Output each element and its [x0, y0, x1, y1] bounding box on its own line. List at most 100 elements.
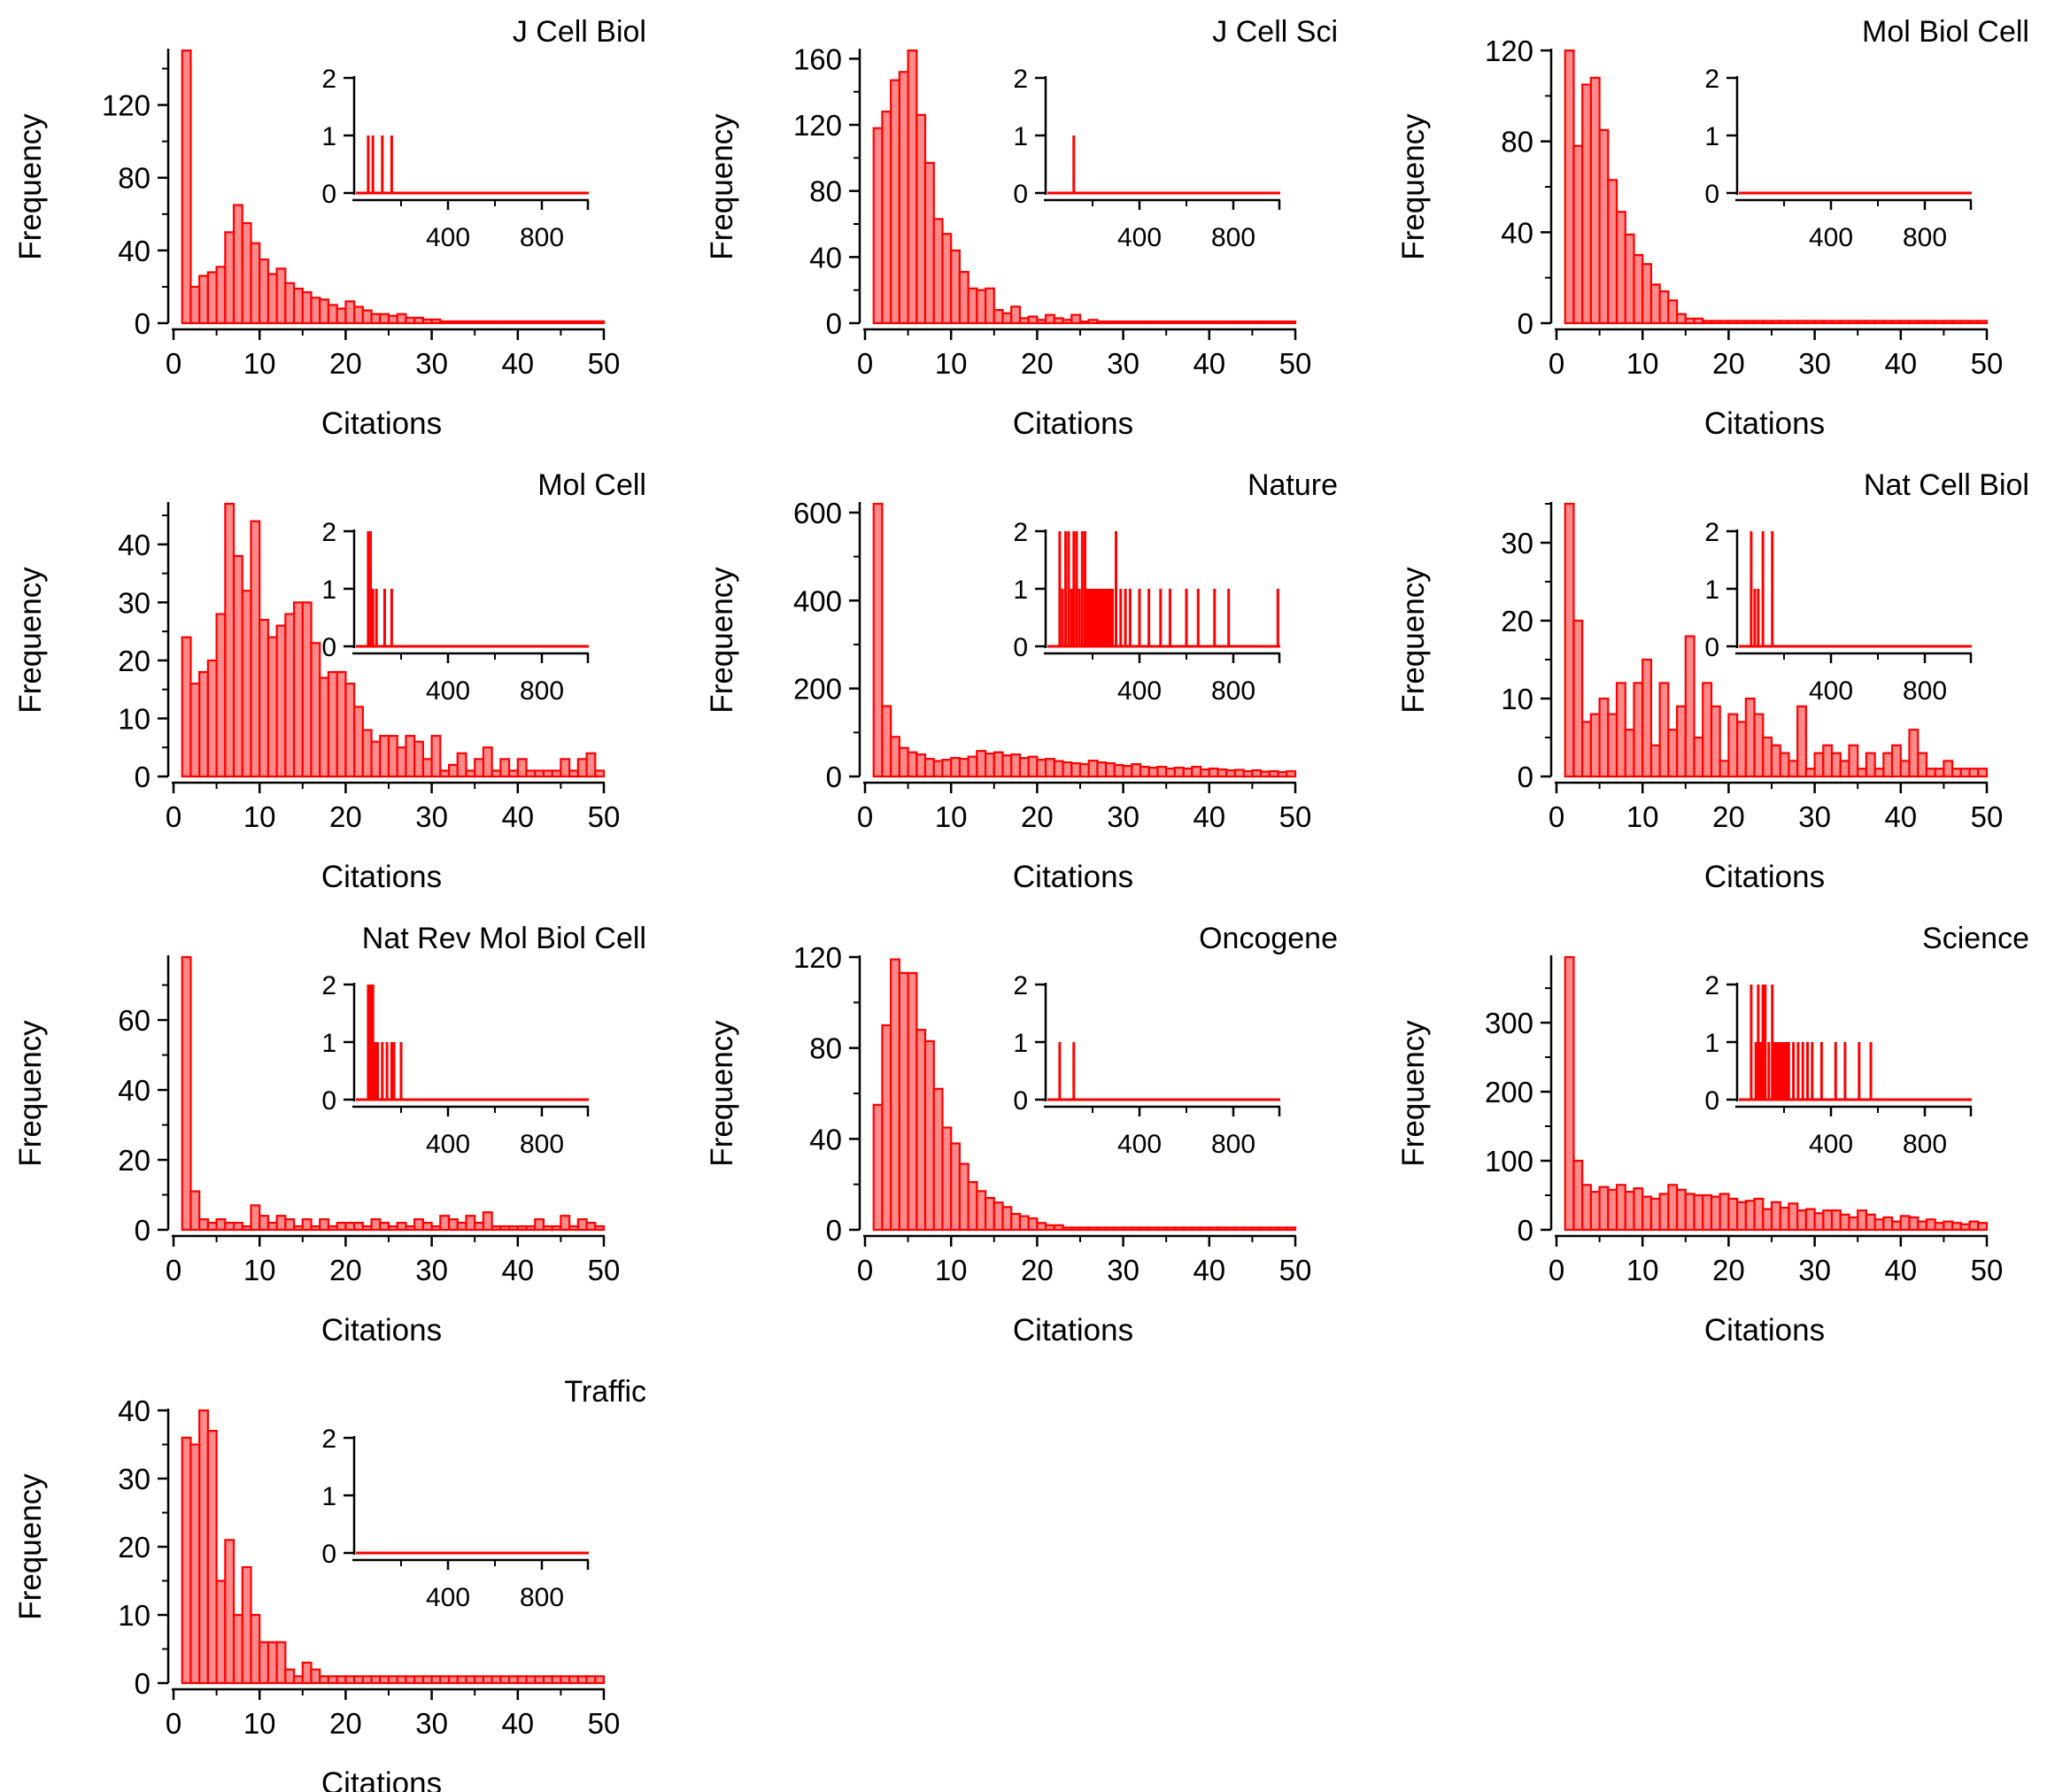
- histogram-bar: [336, 307, 347, 325]
- histogram-bar: [344, 1222, 356, 1232]
- histogram-bar: [1641, 1195, 1653, 1232]
- y-tick-label: 40: [809, 1123, 842, 1155]
- histogram-bar: [301, 1661, 313, 1685]
- histogram-bar: [1779, 320, 1790, 325]
- histogram-bar: [967, 1181, 978, 1232]
- y-axis-label: Frequency: [13, 1473, 48, 1620]
- histogram-bar: [542, 1675, 553, 1685]
- x-tick-label: 50: [1971, 800, 2004, 833]
- inset-y-tick-label: 1: [1704, 122, 1719, 151]
- histogram-bar: [958, 1162, 969, 1232]
- x-tick-label: 40: [1884, 800, 1917, 833]
- inset-y-tick-label: 0: [1013, 1086, 1028, 1116]
- histogram-bar: [198, 1409, 209, 1685]
- y-tick-label: 20: [1501, 605, 1533, 637]
- histogram-bar: [491, 320, 502, 325]
- histogram-bar: [1173, 766, 1185, 778]
- histogram-bar: [1848, 744, 1859, 778]
- histogram-bar: [1804, 768, 1816, 778]
- x-tick-label: 50: [1279, 1254, 1312, 1286]
- histogram-bar: [941, 233, 953, 325]
- x-tick-label: 50: [588, 347, 621, 380]
- histogram-bar: [976, 289, 987, 325]
- histogram-bar: [1598, 128, 1610, 325]
- histogram-bar: [1943, 1220, 1954, 1232]
- histogram-bar: [1710, 705, 1721, 778]
- histogram-bar: [1934, 768, 1945, 778]
- inset-plot: 0 1 2 400 800: [1704, 518, 1973, 706]
- x-tick-label: 30: [1798, 347, 1831, 380]
- x-tick-label: 30: [415, 800, 448, 833]
- histogram-bar: [292, 287, 304, 325]
- histogram-bar: [206, 659, 218, 778]
- histogram-bar: [1572, 144, 1584, 325]
- histogram-bar: [301, 290, 313, 325]
- histogram-bar: [568, 320, 579, 325]
- x-tick-label: 30: [415, 1707, 448, 1740]
- histogram-bar: [984, 1196, 995, 1232]
- histogram-bar: [881, 1023, 892, 1232]
- x-tick-label: 30: [1798, 1254, 1831, 1286]
- histogram-bar: [1182, 767, 1193, 778]
- histogram-bar: [1036, 759, 1047, 778]
- histogram-bar: [507, 320, 519, 325]
- histogram-bar: [353, 1222, 364, 1232]
- y-tick-label: 0: [1518, 761, 1533, 793]
- y-tick-label: 80: [118, 162, 151, 195]
- inset-plot: 0 1 2 400 800: [321, 971, 590, 1159]
- inset-x-tick-label: 400: [426, 223, 470, 252]
- histogram-bar: [1702, 682, 1713, 778]
- y-tick-label: 200: [793, 673, 842, 706]
- histogram-bar: [1804, 320, 1816, 325]
- histogram-bar: [1959, 1223, 1971, 1232]
- histogram-bar: [1147, 1226, 1159, 1232]
- histogram-bar: [1165, 767, 1177, 778]
- bar-series: [181, 502, 606, 778]
- histogram-bar: [542, 1224, 553, 1232]
- x-tick-label: 0: [166, 1254, 182, 1286]
- histogram-bar: [1615, 682, 1626, 778]
- histogram-bar: [881, 110, 892, 325]
- histogram-bar: [1753, 320, 1765, 325]
- inset-y-tick-label: 2: [321, 65, 336, 94]
- histogram-bar: [499, 1675, 511, 1685]
- histogram-bar: [1649, 744, 1661, 778]
- histogram-bar: [890, 958, 900, 1232]
- histogram-bar: [984, 753, 995, 778]
- inset-y-tick-label: 0: [321, 1540, 336, 1569]
- histogram-bar: [1822, 744, 1834, 778]
- inset-x-tick-label: 400: [1809, 676, 1853, 706]
- y-axis-label: Frequency: [705, 1020, 739, 1167]
- inset-y-tick-label: 0: [321, 1086, 336, 1116]
- histogram-bar: [1736, 1201, 1747, 1232]
- histogram-bar: [1908, 320, 1920, 325]
- histogram-bar: [327, 304, 338, 325]
- histogram-bar: [585, 1675, 597, 1685]
- histogram-bar: [1260, 321, 1271, 325]
- histogram-bar: [232, 554, 243, 778]
- histogram-bar: [950, 1142, 962, 1232]
- histogram-bar: [542, 769, 553, 778]
- histogram-bar: [353, 305, 364, 325]
- y-axis-label: Frequency: [1396, 567, 1431, 714]
- histogram-bar: [915, 753, 927, 778]
- histogram-bar: [266, 636, 278, 778]
- histogram-bar: [482, 1675, 493, 1685]
- histogram-bar: [585, 752, 597, 778]
- histogram-bar: [1199, 321, 1210, 325]
- inset-x-tick-label: 800: [1903, 223, 1947, 252]
- histogram-bar: [915, 113, 927, 325]
- x-tick-label: 10: [243, 347, 276, 380]
- histogram-bar: [430, 735, 442, 778]
- inset-plot: 0 1 2 400 800: [1013, 971, 1281, 1159]
- histogram-bar: [1830, 752, 1842, 778]
- histogram-bar: [560, 1215, 571, 1232]
- y-tick-label: 120: [793, 941, 842, 974]
- histogram-bar: [1727, 320, 1739, 325]
- histogram-bar: [1096, 321, 1108, 325]
- histogram-bar: [344, 683, 356, 778]
- histogram-bar: [327, 670, 338, 778]
- x-tick-label: 0: [857, 1254, 873, 1286]
- histogram-bar: [181, 1436, 192, 1685]
- histogram-bar: [1727, 713, 1739, 778]
